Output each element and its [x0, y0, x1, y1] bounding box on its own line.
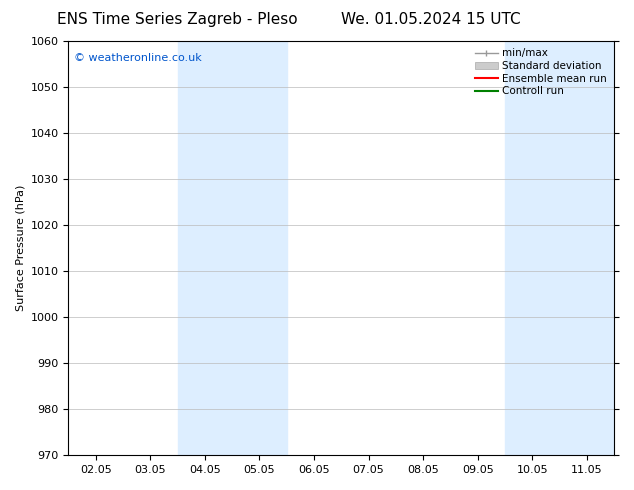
Text: © weatheronline.co.uk: © weatheronline.co.uk — [74, 53, 202, 64]
Legend: min/max, Standard deviation, Ensemble mean run, Controll run: min/max, Standard deviation, Ensemble me… — [471, 44, 611, 100]
Bar — [178, 41, 287, 455]
Text: We. 01.05.2024 15 UTC: We. 01.05.2024 15 UTC — [341, 12, 521, 27]
Y-axis label: Surface Pressure (hPa): Surface Pressure (hPa) — [15, 185, 25, 311]
Text: ENS Time Series Zagreb - Pleso: ENS Time Series Zagreb - Pleso — [57, 12, 298, 27]
Bar — [505, 41, 614, 455]
